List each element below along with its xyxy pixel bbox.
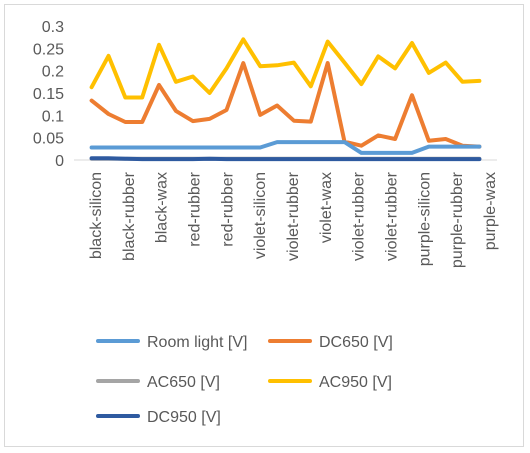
x-tick-label: violet-rubber [285,171,302,261]
x-tick-label: black-silicon [88,172,105,259]
legend-label: DC650 [V] [319,334,393,351]
x-tick-label: violet-silicon [252,172,269,259]
x-tick-label: violet-rubber [351,171,368,261]
x-tick-label: red-rubber [219,171,236,246]
x-tick-label: black-wax [154,172,171,243]
series-line-room-light-v [89,140,482,155]
series-line-dc950-v [89,156,482,162]
legend: Room light [V] DC650 [V] AC650 [V] AC950 [V… [96,334,393,426]
series-line-ac950-v [89,37,482,100]
x-tick-label: violet-wax [318,172,335,243]
y-tick-label: 0.1 [42,108,64,125]
x-tick-label: purple-silicon [416,172,433,266]
chart-area [4,4,524,447]
y-tick-label: 0 [55,153,64,170]
legend-label: DC950 [V] [147,409,221,426]
y-tick-label: 0.3 [42,19,64,36]
x-tick-label: violet-rubber [384,171,401,261]
y-axis-tick-labels: 0 0.05 0.1 0.15 0.2 0.25 0.3 [33,19,64,170]
y-tick-label: 0.05 [33,131,64,148]
x-tick-label: red-rubber [187,171,204,246]
series-lines [89,37,482,162]
legend-label: AC650 [V] [147,374,220,391]
x-axis-tick-labels: black-silicon black-rubber black-wax red-ru… [88,171,499,268]
legend-label: AC950 [V] [319,374,392,391]
x-tick-label: black-rubber [121,171,138,261]
series-line-dc650-v [89,61,482,149]
x-tick-label: purple-rubber [449,171,466,268]
y-tick-label: 0.25 [33,41,64,58]
x-tick-label: purple-wax [482,172,499,250]
y-tick-label: 0.15 [33,86,64,103]
legend-label: Room light [V] [147,334,247,351]
y-tick-label: 0.2 [42,64,64,81]
